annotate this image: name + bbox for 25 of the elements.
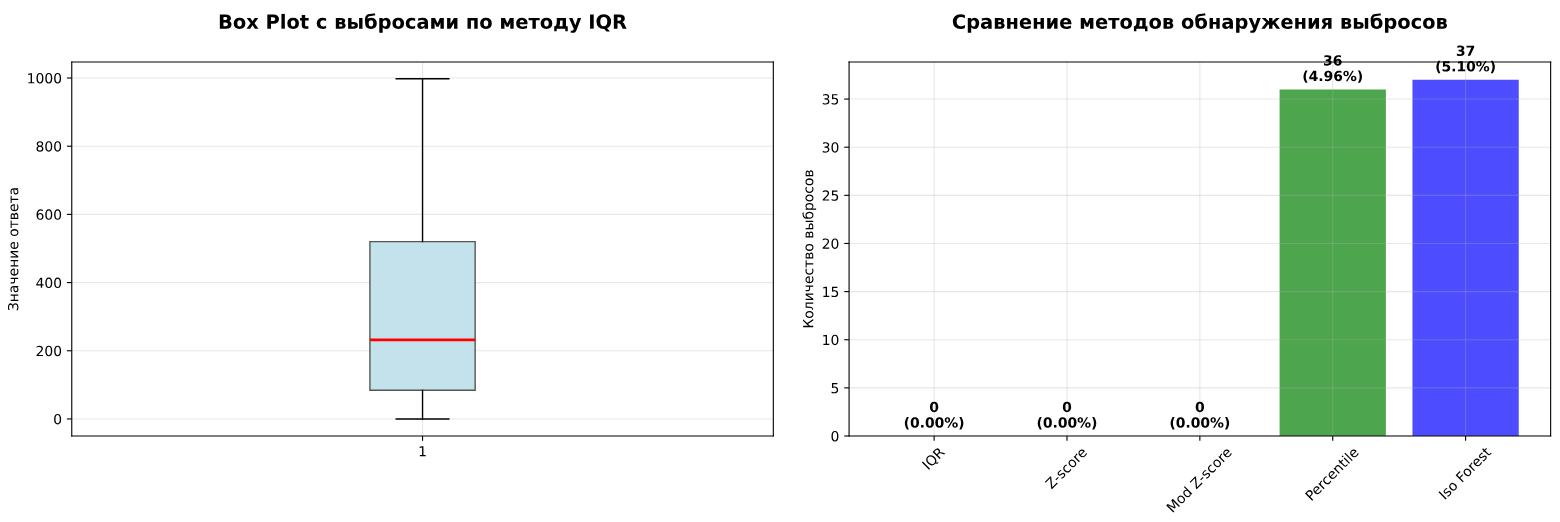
y-tick-label: 15 <box>823 286 839 298</box>
y-tick-label: 35 <box>822 94 839 105</box>
y-tick-label: 25 <box>822 190 839 201</box>
data-label: 0 (0.00%) <box>1037 401 1097 430</box>
y-tick-label: 0 <box>831 430 839 442</box>
y-tick-label: 200 <box>36 345 62 357</box>
data-label: 0 (0.00%) <box>1170 401 1230 430</box>
data-label: 37 (5.10%) <box>1436 45 1495 74</box>
chart-title: Box Plot с выбросами по методу IQR <box>219 13 627 33</box>
y-tick-label: 400 <box>36 277 62 289</box>
y-tick-label: 5 <box>831 383 839 394</box>
data-label: 36 (4.96%) <box>1303 55 1362 83</box>
y-tick-label: 30 <box>822 142 839 153</box>
y-axis-title: Значение ответа <box>7 188 19 311</box>
y-axis-title: Количество выбросов <box>802 170 817 328</box>
y-tick-label: 0 <box>54 413 62 425</box>
y-tick-label: 10 <box>823 334 839 346</box>
x-tick-label: 1 <box>419 446 426 457</box>
y-tick-label: 20 <box>822 238 839 249</box>
data-label: 0 (0.00%) <box>904 401 964 430</box>
y-tick-label: 600 <box>36 209 62 220</box>
y-tick-label: 1000 <box>28 72 62 84</box>
x-tick-label: IQR <box>921 446 947 471</box>
y-tick-label: 800 <box>36 141 62 152</box>
chart-title: Сравнение методов обнаружения выбросов <box>952 13 1447 33</box>
